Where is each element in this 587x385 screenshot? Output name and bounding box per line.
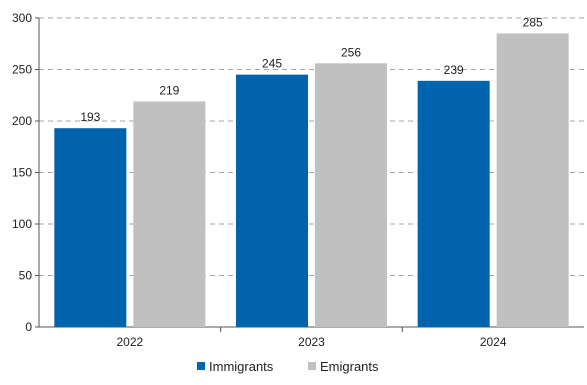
legend: Immigrants Emigrants [197,359,379,374]
legend-swatch-emigrants [308,362,316,370]
data-labels: 193 219 245 256 239 285 [80,15,543,124]
y-tick-label: 300 [12,11,32,25]
data-label: 285 [523,15,543,29]
x-tick-label: 2024 [480,335,507,349]
y-tick-label: 150 [12,166,32,180]
bar-immigrants-2023 [236,74,308,328]
bars [54,33,569,328]
bar-immigrants-2022 [54,128,127,327]
y-tick-label: 100 [12,217,32,231]
data-label: 256 [341,45,361,59]
x-tick-label: 2022 [116,335,143,349]
bar-immigrants-2024 [417,80,490,327]
data-label: 239 [444,63,464,77]
bar-emigrants-2024 [496,33,569,327]
y-tick-label: 200 [12,114,32,128]
data-label: 219 [159,83,179,97]
legend-label-emigrants: Emigrants [320,359,379,374]
y-tick-label: 0 [25,320,32,334]
data-label: 193 [80,110,100,124]
bar-emigrants-2022 [133,101,206,328]
bar-emigrants-2023 [315,63,387,327]
legend-swatch-immigrants [197,362,205,370]
data-label: 245 [262,57,282,71]
legend-label-immigrants: Immigrants [209,359,274,374]
axes: 0 50 100 150 200 250 300 2022 2023 2024 [12,11,584,349]
gridlines [39,17,584,276]
y-tick-label: 250 [12,63,32,77]
x-tick-label: 2023 [298,335,325,349]
y-tick-label: 50 [19,269,33,283]
